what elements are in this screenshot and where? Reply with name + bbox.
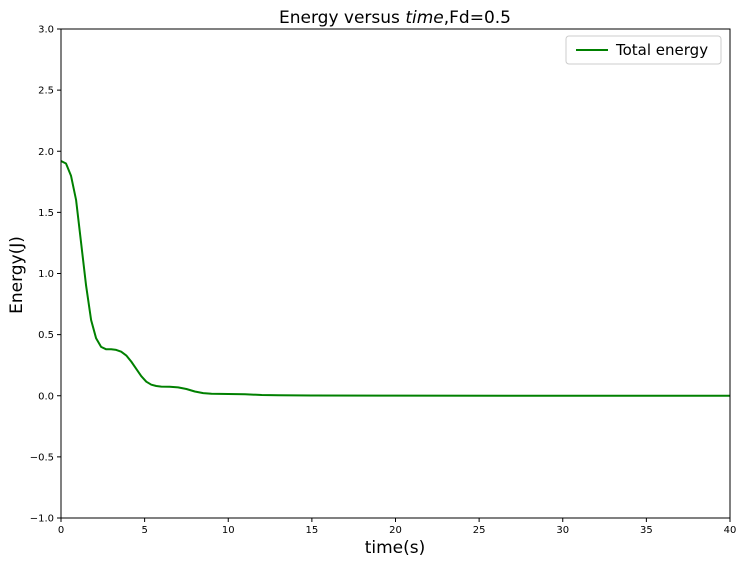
y-tick-label: 1.5 (38, 208, 54, 219)
x-tick-label: 5 (141, 525, 147, 536)
chart-title-prefix: Energy versus (279, 8, 405, 28)
y-tick-label: 2.0 (38, 147, 54, 158)
x-tick-label: 10 (222, 525, 235, 536)
series-line-0 (60, 160, 730, 397)
y-tick-label: −0.5 (30, 452, 54, 463)
y-tick-label: 2.5 (38, 86, 54, 97)
x-tick-label: 30 (556, 525, 569, 536)
chart-title-suffix: ,Fd=0.5 (444, 8, 511, 28)
legend-label: Total energy (615, 41, 708, 59)
y-tick-label: 0.5 (38, 330, 54, 341)
plot-frame (60, 28, 731, 519)
x-tick-label: 25 (473, 525, 486, 536)
y-tick-label: 0.0 (38, 391, 54, 402)
x-axis-label: time(s) (365, 538, 426, 558)
x-tick-label: 15 (306, 525, 319, 536)
x-tick-label: 35 (640, 525, 653, 536)
legend-box (565, 35, 722, 65)
y-axis-label: Energy(J) (7, 236, 27, 314)
y-tick-label: 3.0 (38, 25, 54, 36)
y-tick-label: −1.0 (30, 514, 54, 525)
x-tick-label: 20 (389, 525, 402, 536)
x-tick-label: 40 (724, 525, 737, 536)
plot-area: 0 5 10 15 20 25 30 35 40 −1.0 −0.5 0.0 0.5 1.0 1.5 2.0 2… (30, 25, 737, 537)
y-tick-label: 1.0 (38, 269, 54, 280)
chart-title: Energy versus time,Fd=0.5 (279, 8, 511, 28)
chart-title-italic: time (405, 8, 443, 28)
x-tick-label: 0 (58, 525, 64, 536)
